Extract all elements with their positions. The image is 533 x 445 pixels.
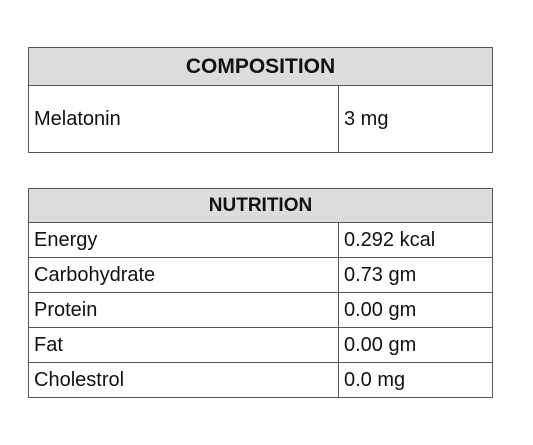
nutrition-value: 0.00 gm xyxy=(338,292,493,328)
nutrition-value: 0.73 gm xyxy=(338,257,493,293)
nutrition-name: Protein xyxy=(28,292,339,328)
nutrition-name: Fat xyxy=(28,327,339,363)
composition-value: 3 mg xyxy=(338,85,493,153)
nutrition-name: Carbohydrate xyxy=(28,257,339,293)
nutrition-name: Energy xyxy=(28,222,339,258)
composition-name: Melatonin xyxy=(28,85,339,153)
composition-header: COMPOSITION xyxy=(28,47,493,86)
nutrition-value: 0.00 gm xyxy=(338,327,493,363)
nutrition-header: NUTRITION xyxy=(28,188,493,223)
nutrition-name: Cholestrol xyxy=(28,362,339,398)
nutrition-value: 0.0 mg xyxy=(338,362,493,398)
nutrition-value: 0.292 kcal xyxy=(338,222,493,258)
